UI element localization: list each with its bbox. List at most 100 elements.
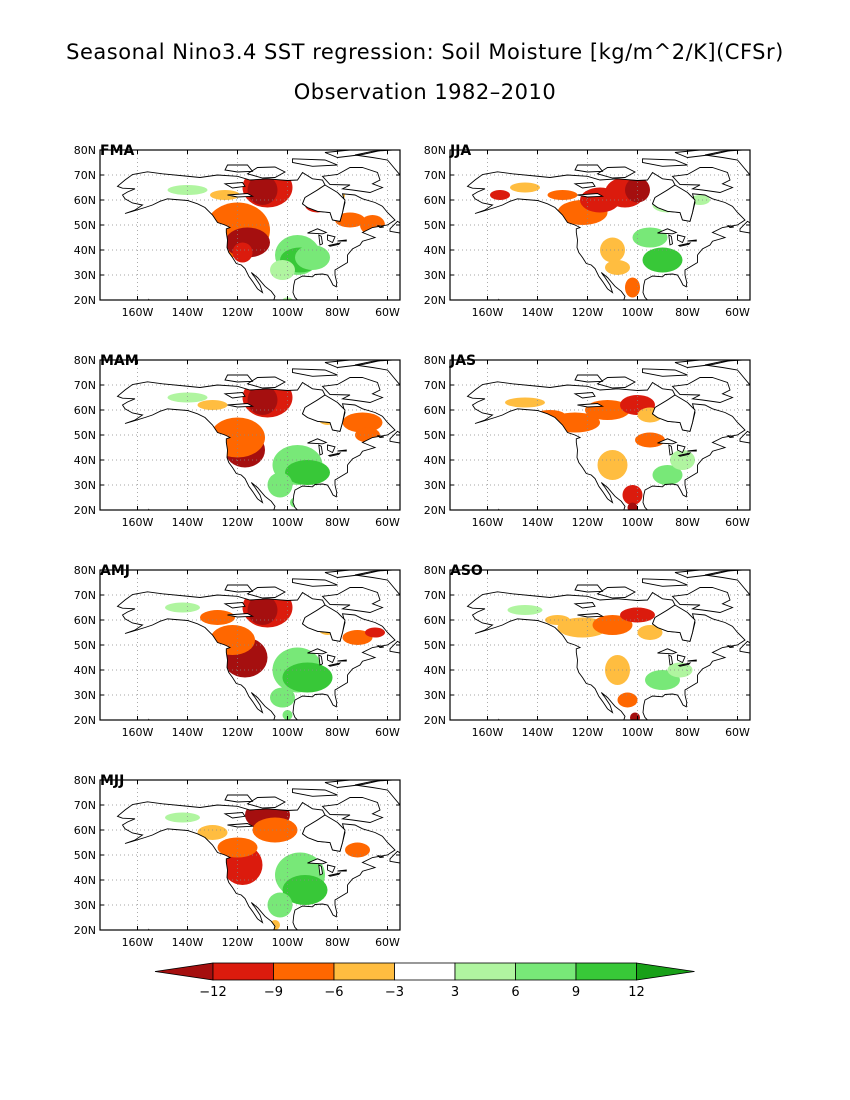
- anomaly-patch: [252, 817, 298, 843]
- lon-tick-label: 160W: [472, 306, 504, 319]
- lon-tick-label: 160W: [472, 726, 504, 739]
- lat-tick-label: 80N: [424, 354, 446, 367]
- panel-title: JJA: [450, 143, 472, 159]
- panel-title: JAS: [450, 353, 477, 369]
- lon-tick-label: 60W: [375, 516, 400, 529]
- lat-tick-label: 40N: [424, 664, 446, 677]
- anomaly-patch: [282, 662, 333, 693]
- anomaly-patch: [627, 502, 638, 510]
- lat-tick-label: 70N: [424, 379, 446, 392]
- lon-tick-label: 80W: [325, 306, 350, 319]
- lat-tick-label: 60N: [424, 614, 446, 627]
- anomaly-patch: [510, 182, 540, 193]
- anomaly-patch: [507, 605, 543, 615]
- anomaly-patch: [345, 842, 370, 858]
- colorbar-segment: [394, 962, 456, 981]
- colorbar-segment: [333, 962, 395, 981]
- anomaly-shading: [167, 381, 383, 508]
- colorbar-tick-label: −9: [264, 985, 283, 1000]
- lon-tick-label: 140W: [172, 726, 204, 739]
- anomaly-patch: [547, 190, 578, 200]
- anomaly-shading: [167, 171, 385, 300]
- anomaly-patch: [342, 630, 373, 645]
- lat-tick-label: 50N: [74, 219, 96, 232]
- anomaly-shading: [165, 801, 370, 930]
- lon-tick-label: 80W: [675, 516, 700, 529]
- lat-tick-label: 20N: [74, 714, 96, 727]
- map-panel-jas: JAS 80N 70N 60N 50N 40N 30N 20N 160W 140W 120W 100W…: [410, 353, 751, 535]
- anomaly-patch: [197, 400, 228, 410]
- anomaly-patch: [295, 245, 330, 270]
- lat-tick-label: 80N: [424, 564, 446, 577]
- anomaly-patch: [635, 432, 665, 448]
- panel-title: MJJ: [100, 773, 125, 789]
- colorbar-tick-label: 6: [511, 985, 519, 1000]
- lat-tick-label: 80N: [424, 144, 446, 157]
- lon-tick-label: 140W: [172, 516, 204, 529]
- lat-tick-label: 70N: [74, 799, 96, 812]
- lat-tick-label: 30N: [424, 269, 446, 282]
- lat-tick-label: 80N: [74, 144, 96, 157]
- lat-tick-label: 60N: [74, 194, 96, 207]
- anomaly-patch: [597, 450, 628, 480]
- figure-title: Seasonal Nino3.4 SST regression: Soil Mo…: [66, 40, 784, 64]
- panel-title: ASO: [450, 563, 483, 579]
- colorbar-tick-label: 9: [572, 985, 580, 1000]
- anomaly-patch: [200, 610, 235, 625]
- soil-moisture-map: 80N 70N 60N 50N 40N 30N 20N 160W 140W 120W 100W 80W…: [424, 354, 751, 529]
- lon-tick-label: 140W: [172, 306, 204, 319]
- anomaly-patch: [622, 485, 643, 505]
- lon-tick-label: 60W: [725, 726, 750, 739]
- lon-tick-label: 80W: [325, 726, 350, 739]
- lat-tick-label: 80N: [74, 354, 96, 367]
- lon-tick-label: 160W: [122, 306, 154, 319]
- lat-tick-label: 60N: [424, 194, 446, 207]
- anomaly-patch: [605, 260, 630, 275]
- lat-tick-label: 20N: [74, 924, 96, 937]
- lat-tick-label: 20N: [424, 504, 446, 517]
- lat-tick-label: 60N: [74, 824, 96, 837]
- lat-tick-label: 40N: [74, 244, 96, 257]
- lat-tick-label: 40N: [74, 874, 96, 887]
- anomaly-patch: [210, 625, 255, 655]
- lat-tick-label: 30N: [74, 269, 96, 282]
- lat-tick-label: 70N: [74, 589, 96, 602]
- lat-tick-label: 50N: [424, 429, 446, 442]
- anomaly-patch: [285, 460, 330, 485]
- lat-tick-label: 30N: [74, 479, 96, 492]
- lon-tick-label: 60W: [375, 726, 400, 739]
- lat-tick-label: 50N: [424, 639, 446, 652]
- lat-tick-label: 50N: [424, 219, 446, 232]
- soil-moisture-map: 80N 70N 60N 50N 40N 30N 20N 160W 140W 120W 100W 80W…: [424, 144, 751, 319]
- map-panel-fma: FMA 80N 70N 60N 50N 40N 30N 20N 160W 140W 120W 100W…: [60, 143, 401, 325]
- anomaly-patch: [642, 247, 683, 273]
- anomaly-patch: [505, 397, 545, 408]
- map-panel-mjj: MJJ 80N 70N 60N 50N 40N 30N 20N 160W 140W 120W 100W…: [60, 773, 401, 955]
- map-panel-jja: JJA 80N 70N 60N 50N 40N 30N 20N 160W 140W 120W 100W…: [410, 143, 751, 325]
- anomaly-patch: [617, 692, 638, 708]
- soil-moisture-map: 80N 70N 60N 50N 40N 30N 20N 160W 140W 120W 100W 80W…: [74, 774, 401, 949]
- anomaly-patch: [545, 615, 570, 625]
- lat-tick-label: 60N: [74, 614, 96, 627]
- map-panel-aso: ASO 80N 70N 60N 50N 40N 30N 20N 160W 140W 120W 100W…: [410, 563, 751, 745]
- anomaly-shading: [165, 591, 385, 720]
- lat-tick-label: 30N: [74, 899, 96, 912]
- colorbar-segment: [515, 962, 577, 981]
- anomaly-patch: [637, 625, 663, 640]
- lat-tick-label: 40N: [74, 664, 96, 677]
- lat-tick-label: 30N: [74, 689, 96, 702]
- lon-tick-label: 80W: [675, 306, 700, 319]
- anomaly-patch: [282, 297, 293, 300]
- lon-tick-label: 120W: [572, 726, 604, 739]
- gridlines: [100, 780, 400, 930]
- anomaly-patch: [247, 175, 278, 205]
- lat-tick-label: 50N: [74, 429, 96, 442]
- lat-tick-label: 30N: [424, 689, 446, 702]
- colorbar-tick-label: −12: [199, 985, 226, 1000]
- gridlines: [450, 150, 750, 300]
- anomaly-patch: [167, 392, 208, 403]
- lon-tick-label: 80W: [325, 936, 350, 949]
- colorbar-segment: [273, 962, 335, 981]
- lat-tick-label: 50N: [74, 849, 96, 862]
- lon-tick-label: 140W: [522, 726, 554, 739]
